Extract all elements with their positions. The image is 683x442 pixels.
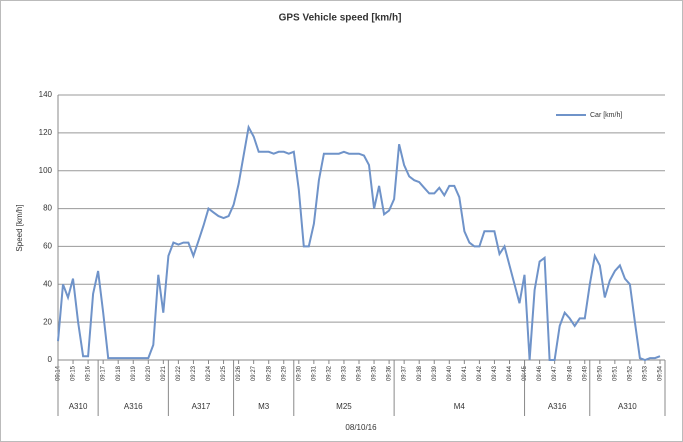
x-tick-label: 09:51: [612, 365, 618, 381]
x-axis-label: 08/10/16: [345, 423, 377, 432]
group-label: A317: [192, 402, 211, 411]
x-tick-label: 09:25: [221, 365, 227, 381]
data-line: [57, 124, 661, 362]
x-tick-label: 09:19: [131, 365, 137, 381]
x-tick-label: 09:28: [266, 365, 272, 381]
x-tick-label: 09:49: [582, 365, 588, 381]
x-tick-label: 09:18: [116, 365, 122, 381]
y-tick-label: 60: [43, 242, 52, 251]
y-tick-label: 120: [39, 128, 53, 137]
x-tick-label: 09:35: [372, 365, 378, 381]
x-tick-label: 09:32: [326, 365, 332, 381]
x-tick-label: 09:38: [417, 365, 423, 381]
x-tick-label: 09:30: [296, 365, 302, 381]
y-tick-label: 40: [43, 279, 52, 288]
x-tick-label: 09:20: [146, 365, 152, 381]
x-tick-label: 09:42: [477, 365, 483, 381]
y-tick-label: 20: [43, 317, 52, 326]
x-tick-label: 09:50: [597, 365, 603, 381]
x-tick-label: 09:31: [311, 365, 317, 381]
x-tick-label: 09:39: [432, 365, 438, 381]
y-tick-label: 100: [39, 166, 53, 175]
x-tick-label: 09:47: [552, 365, 558, 381]
x-tick-label: 09:14: [56, 365, 62, 381]
x-tick-label: 09:16: [86, 365, 92, 381]
group-label: A310: [618, 402, 637, 411]
group-label: M3: [258, 402, 270, 411]
x-tick-label: 09:33: [342, 365, 348, 381]
x-tick-label: 09:34: [357, 365, 363, 381]
y-tick-label: 0: [48, 355, 53, 364]
x-tick-label: 09:52: [627, 365, 633, 381]
x-tick-label: 09:26: [236, 365, 242, 381]
group-label: M25: [336, 402, 352, 411]
group-label: A310: [69, 402, 88, 411]
x-tick-label: 09:29: [281, 365, 287, 381]
group-label: M4: [454, 402, 466, 411]
x-tick-label: 09:46: [537, 365, 543, 381]
x-tick-label: 09:45: [522, 365, 528, 381]
chart-title: GPS Vehicle speed [km/h]: [279, 13, 402, 24]
y-axis-label: Speed [km/h]: [15, 204, 24, 251]
group-label: A316: [548, 402, 567, 411]
y-tick-label: 140: [39, 90, 53, 99]
x-tick-label: 09:40: [447, 365, 453, 381]
group-label: A316: [124, 402, 143, 411]
legend-label: Car [km/h]: [590, 112, 622, 119]
x-tick-label: 09:36: [387, 365, 393, 381]
x-tick-label: 09:27: [251, 365, 257, 381]
x-tick-label: 09:48: [567, 365, 573, 381]
x-tick-label: 09:41: [462, 365, 468, 381]
x-tick-label: 09:17: [101, 365, 107, 381]
y-tick-label: 80: [43, 204, 52, 213]
x-tick-label: 09:23: [191, 365, 197, 381]
x-tick-label: 09:37: [402, 365, 408, 381]
x-tick-label: 09:22: [176, 365, 182, 381]
x-tick-label: 09:15: [71, 365, 77, 381]
x-tick-label: 09:44: [507, 365, 513, 381]
x-tick-label: 09:24: [206, 365, 212, 381]
x-tick-label: 09:21: [161, 365, 167, 381]
x-tick-label: 09:43: [492, 365, 498, 381]
x-tick-label: 09:53: [643, 365, 649, 381]
x-tick-label: 09:54: [658, 365, 664, 381]
